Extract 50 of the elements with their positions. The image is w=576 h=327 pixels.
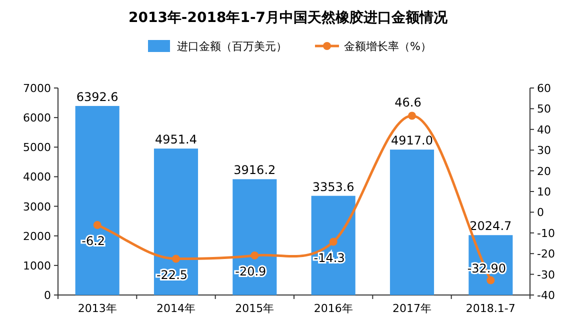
y-tick-label: 2000: [23, 230, 51, 243]
y2-tick-label: -20: [537, 248, 555, 261]
bar: [390, 150, 434, 295]
x-tick-label: 2017年: [392, 302, 432, 315]
chart-title: 2013年-2018年1-7月中国天然橡胶进口金额情况: [128, 9, 449, 26]
legend-label: 金额增长率（%）: [344, 40, 432, 53]
y2-tick-label: -30: [537, 268, 555, 282]
y-tick-label: 7000: [23, 82, 51, 95]
y-tick-label: 5000: [23, 141, 51, 154]
data-label: 4917.0: [391, 134, 433, 148]
point: [93, 221, 102, 230]
point: [408, 112, 416, 120]
bar: [232, 179, 277, 295]
y-tick-label: 6000: [23, 112, 51, 125]
point: [172, 254, 180, 263]
x-tick-label: 2014年: [156, 302, 196, 315]
x-tick-label: 2013年: [78, 302, 117, 315]
data-label: 2024.7: [470, 219, 512, 234]
y2-tick-label: 20: [537, 164, 551, 178]
y2-tick-label: -10: [537, 226, 555, 240]
y2-tick-label: 10: [537, 186, 551, 198]
x-tick-label: 2018.1-7: [466, 302, 516, 315]
data-label: -6.2: [82, 234, 106, 248]
data-label: 6392.6: [76, 90, 118, 104]
data-label: -22.5: [156, 268, 188, 282]
y2-tick-label: 40: [537, 123, 551, 136]
y-tick-label: 3000: [23, 200, 51, 214]
y-tick-label: 0: [44, 289, 51, 302]
y2-tick-label: 60: [537, 82, 551, 95]
bar: [154, 148, 198, 295]
data-label: -14.3: [314, 250, 345, 265]
point: [486, 276, 495, 284]
y-tick-label: 4000: [23, 170, 51, 184]
point: [250, 251, 259, 260]
y2-tick-label: 30: [537, 144, 551, 158]
bar: [311, 196, 356, 295]
x-tick-label: 2016年: [314, 302, 353, 315]
y2-tick-label: 0: [537, 206, 544, 220]
y2-tick-label: 50: [537, 102, 551, 116]
bar: [75, 106, 120, 295]
legend-label: 进口金额（百万美元）: [177, 40, 287, 53]
data-label: -20.9: [235, 264, 266, 278]
data-label: 3916.2: [234, 163, 276, 178]
data-label: 4951.4: [155, 132, 197, 147]
data-label: 3353.6: [312, 180, 354, 194]
data-label: 46.6: [394, 96, 422, 110]
y2-tick-label: -40: [537, 289, 555, 302]
y-tick-label: 1000: [23, 259, 51, 272]
x-tick-label: 2015年: [235, 302, 274, 315]
point: [329, 238, 338, 246]
